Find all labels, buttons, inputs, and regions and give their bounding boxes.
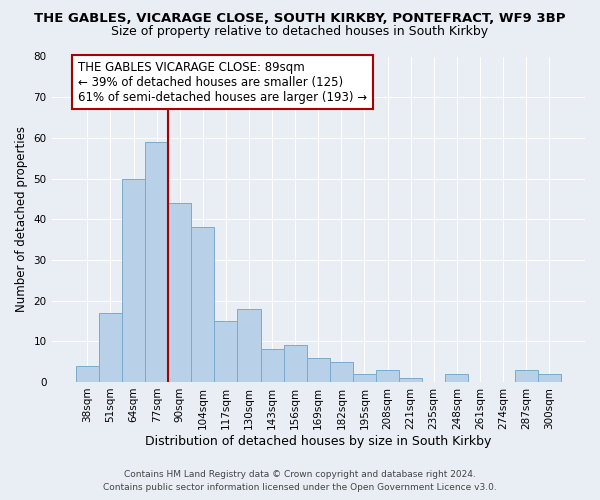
Bar bbox=[538, 374, 561, 382]
Bar bbox=[99, 313, 122, 382]
Bar bbox=[399, 378, 422, 382]
Bar bbox=[238, 308, 260, 382]
Text: Contains HM Land Registry data © Crown copyright and database right 2024.
Contai: Contains HM Land Registry data © Crown c… bbox=[103, 470, 497, 492]
Bar bbox=[168, 203, 191, 382]
Bar bbox=[353, 374, 376, 382]
Bar bbox=[260, 350, 284, 382]
Bar bbox=[191, 228, 214, 382]
Bar bbox=[214, 321, 238, 382]
Text: Size of property relative to detached houses in South Kirkby: Size of property relative to detached ho… bbox=[112, 25, 488, 38]
Bar bbox=[376, 370, 399, 382]
X-axis label: Distribution of detached houses by size in South Kirkby: Distribution of detached houses by size … bbox=[145, 434, 491, 448]
Bar bbox=[515, 370, 538, 382]
Y-axis label: Number of detached properties: Number of detached properties bbox=[15, 126, 28, 312]
Bar bbox=[445, 374, 469, 382]
Bar bbox=[145, 142, 168, 382]
Text: THE GABLES, VICARAGE CLOSE, SOUTH KIRKBY, PONTEFRACT, WF9 3BP: THE GABLES, VICARAGE CLOSE, SOUTH KIRKBY… bbox=[34, 12, 566, 26]
Text: THE GABLES VICARAGE CLOSE: 89sqm
← 39% of detached houses are smaller (125)
61% : THE GABLES VICARAGE CLOSE: 89sqm ← 39% o… bbox=[78, 60, 367, 104]
Bar bbox=[330, 362, 353, 382]
Bar bbox=[76, 366, 99, 382]
Bar bbox=[122, 178, 145, 382]
Bar bbox=[307, 358, 330, 382]
Bar bbox=[284, 346, 307, 382]
